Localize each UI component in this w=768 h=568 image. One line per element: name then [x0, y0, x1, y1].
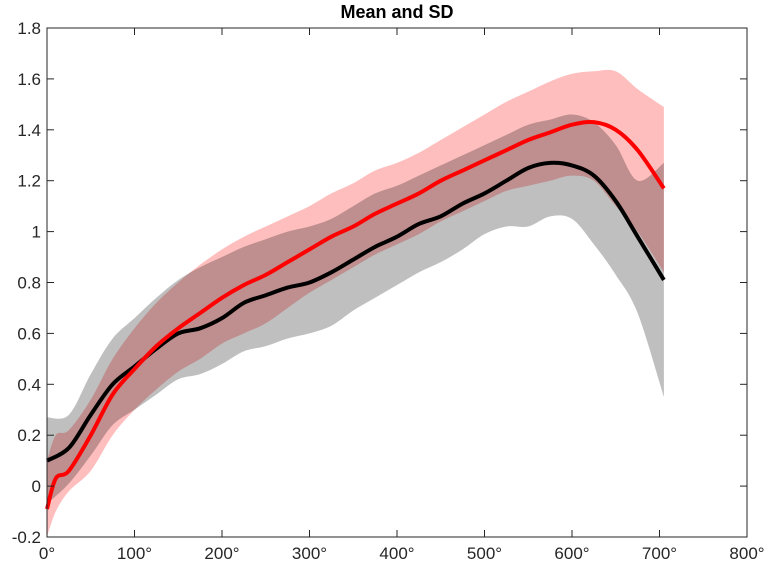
x-tick-label: 100° — [117, 544, 152, 563]
y-tick-label: 1 — [32, 223, 41, 242]
red-mean-sd-band — [47, 69, 664, 538]
x-tick-label: 300° — [292, 544, 327, 563]
sd-bands — [47, 69, 664, 538]
x-tick-label: 0° — [39, 544, 55, 563]
x-tick-label: 700° — [642, 544, 677, 563]
y-tick-label: 1.2 — [17, 172, 41, 191]
y-tick-label: 0 — [32, 477, 41, 496]
y-tick-label: -0.2 — [12, 528, 41, 547]
mean-lines — [45, 119, 666, 510]
x-tick-label: 400° — [379, 544, 414, 563]
x-tick-label: 200° — [204, 544, 239, 563]
y-tick-label: 1.4 — [17, 121, 41, 140]
black-mean-sd-band — [47, 114, 664, 504]
x-tick-label: 600° — [554, 544, 589, 563]
x-tick-label: 500° — [467, 544, 502, 563]
y-tick-label: 0.4 — [17, 375, 41, 394]
y-tick-label: 1.8 — [17, 19, 41, 38]
y-tick-label: 0.6 — [17, 324, 41, 343]
y-tick-label: 0.2 — [17, 426, 41, 445]
y-tick-label: 1.6 — [17, 70, 41, 89]
x-tick-label: 800° — [729, 544, 764, 563]
y-tick-label: 0.8 — [17, 274, 41, 293]
red-mean-line — [45, 119, 666, 510]
chart-title: Mean and SD — [340, 2, 453, 22]
axes: 0° 100° 200° 300° 400° 500° 600° 700° 800° -0.2 0 0… — [12, 19, 765, 563]
